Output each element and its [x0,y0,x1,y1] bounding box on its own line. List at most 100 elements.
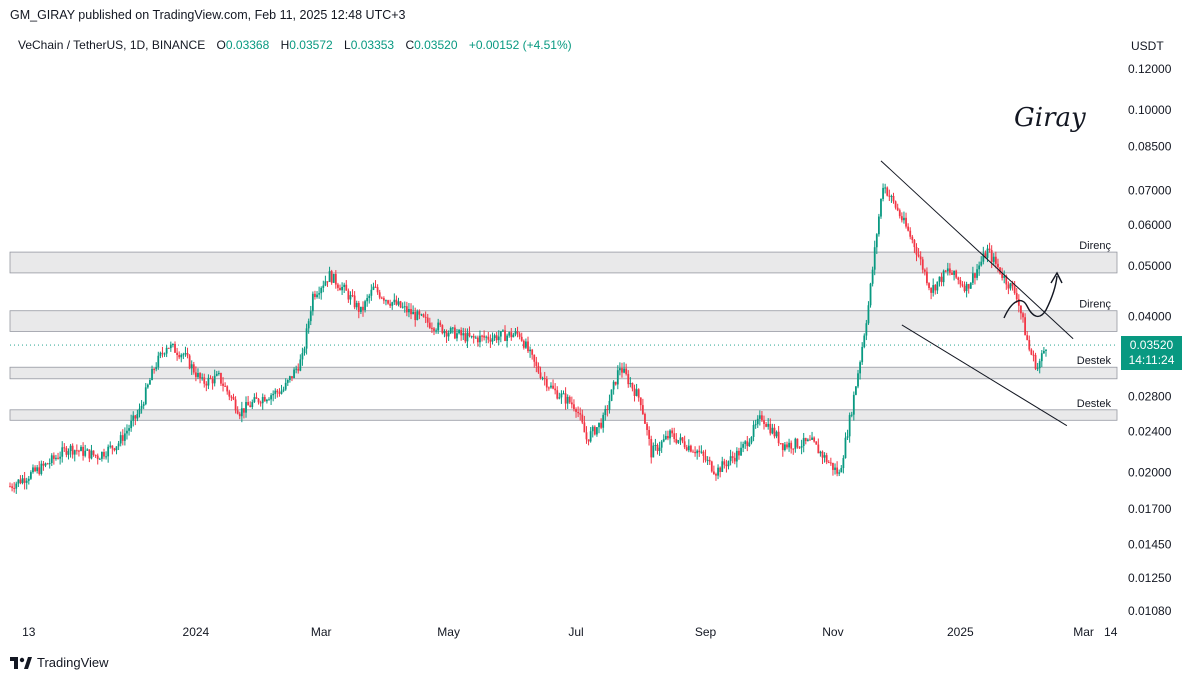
candle-body [1030,349,1033,355]
candle [781,443,784,457]
candle [9,482,11,488]
candle [652,442,655,458]
candle [679,433,682,445]
candle [612,380,615,395]
candle-body [598,422,600,428]
zone-4 [9,409,1118,421]
candle-body [951,272,953,275]
candle-body [136,414,139,419]
tradingview-logo[interactable]: TradingView [10,655,109,670]
candle [616,365,619,390]
candle [915,243,918,262]
candle-body [888,195,891,197]
candle [618,362,621,376]
candle [249,401,252,408]
candle-body [75,450,78,452]
candle-body [936,281,939,291]
candle [1007,281,1010,295]
candle [951,269,953,275]
candle [890,194,893,203]
candle-body [211,378,214,384]
candle-body [675,438,678,443]
open-label: O [216,38,226,52]
candle-body [700,451,703,453]
price-axis[interactable]: 0.12000 0.10000 0.08500 0.07000 0.06000 0.050… [1128,62,1172,618]
candle [111,445,114,455]
candle [1013,281,1016,295]
candle-body [704,455,707,461]
candle-body [721,461,724,472]
candle [681,437,684,444]
candle [307,318,310,334]
candle [886,186,889,197]
candle [825,452,828,465]
time-axis[interactable]: 13 2024 Mar May Jul Sep Nov 2025 Mar 14 [22,625,1118,639]
candle [251,399,254,410]
candle-body [1045,349,1047,351]
candle-body [119,435,122,444]
candle-body [633,388,636,396]
candle [631,382,634,392]
candle-body [579,413,582,415]
candle [963,281,966,293]
candle [339,284,341,291]
candle-body [153,369,156,371]
candle [322,280,325,293]
zone-label-3: Destek [1077,355,1112,367]
candle [621,362,623,378]
candle [456,328,458,342]
candle-body [763,420,765,424]
trendline-1 [880,160,1074,340]
candle-body [859,362,861,374]
candle-body [178,355,181,358]
candle-body [481,335,483,337]
candle [138,403,141,418]
candle [266,398,268,404]
candle-body [961,284,964,286]
candle-body [568,396,571,403]
symbol-name[interactable]: VeChain / TetherUS, 1D, BINANCE [18,38,206,52]
candle-body [217,372,220,374]
candle [944,269,947,273]
candle [499,330,502,343]
candle [635,383,638,397]
candle [614,381,617,386]
candle-body [926,271,928,284]
candle [880,198,882,219]
candle [305,323,308,355]
candle-body [802,437,805,447]
candle-body [765,423,768,427]
candle [556,386,559,400]
change-value: +0.00152 (+4.51%) [468,38,572,52]
candle-body [286,379,289,383]
candle [980,256,983,267]
candle [151,365,153,381]
candle-body [514,331,517,335]
candle-body [253,397,256,403]
candle-body [364,301,366,311]
candle-body [94,454,97,456]
candle [94,454,97,458]
candle [485,335,488,344]
candle-body [573,404,575,410]
candle-body [623,368,625,373]
candle [698,445,701,457]
candle-body [896,207,899,211]
candle-body [986,248,989,258]
candle [134,414,137,426]
price-unit[interactable]: USDT [1131,39,1164,53]
candle-body [875,234,878,248]
candle [763,415,765,430]
candle-body [683,441,686,448]
candle-body [435,330,437,332]
candle [898,208,901,219]
candle [873,240,876,276]
candle-body [662,439,665,442]
candle-body [103,451,105,457]
candle-body [67,451,70,455]
candle-body [32,467,34,473]
candle [942,269,945,287]
candle-body [612,381,615,390]
candle-body [207,377,210,386]
